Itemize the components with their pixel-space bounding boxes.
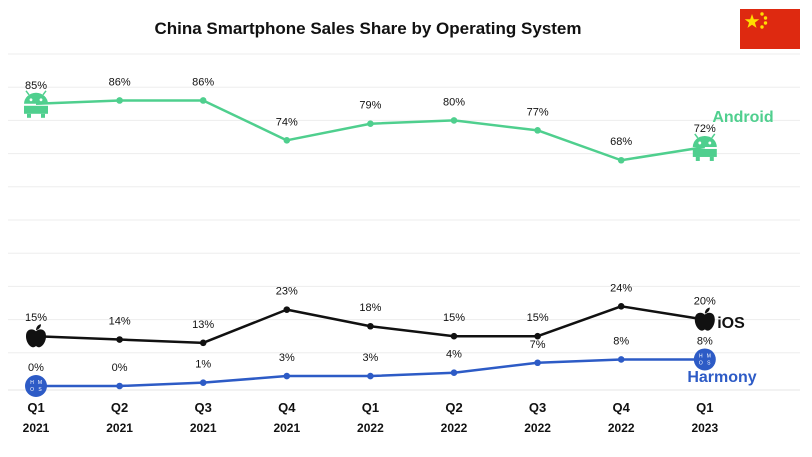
android-legend-label: Android	[712, 109, 773, 126]
apple-icon	[26, 324, 46, 348]
harmony-icon-letter: S	[707, 360, 711, 366]
harmony-data-label: 0%	[112, 362, 128, 374]
ios-legend-label: iOS	[717, 315, 745, 332]
x-tick-quarter: Q4	[613, 400, 631, 415]
android-data-label: 72%	[694, 123, 716, 135]
ios-point	[283, 306, 291, 313]
x-tick-quarter: Q3	[529, 400, 546, 415]
harmony-data-label: 3%	[362, 352, 378, 364]
android-data-label: 79%	[359, 100, 381, 112]
ios-data-label: 14%	[109, 316, 131, 328]
series-layer: 85% 86% 86% 74% 79% 80% 77% 68% 72%Android 15% 14%…	[24, 76, 774, 397]
ios-point	[617, 303, 625, 310]
x-tick-quarter: Q1	[362, 400, 379, 415]
apple-icon	[694, 307, 715, 331]
ios-data-label: 23%	[276, 286, 298, 298]
android-point	[617, 156, 625, 164]
harmony-icon-letter: M	[38, 380, 42, 386]
x-tick-year: 2021	[23, 421, 50, 435]
x-axis: Q1 2021 Q2 2021 Q3 2021 Q4 2021 Q1 2022 Q2 2022 Q3 20…	[23, 400, 719, 435]
ios-data-label: 24%	[610, 282, 632, 294]
android-data-label: 86%	[109, 76, 131, 88]
ios-point	[367, 322, 374, 330]
ios-point	[450, 332, 458, 340]
ios-point	[534, 332, 541, 340]
android-point	[199, 97, 207, 104]
android-data-label: 86%	[192, 76, 214, 88]
ios-point	[116, 336, 123, 343]
harmony-data-label: 0%	[28, 362, 44, 374]
x-tick-year: 2022	[357, 421, 384, 435]
x-tick-year: 2022	[441, 421, 468, 435]
android-data-label: 85%	[25, 80, 47, 92]
android-point	[283, 137, 291, 144]
x-tick-quarter: Q2	[445, 400, 462, 415]
android-icon	[692, 133, 717, 161]
harmony-legend-label: Harmony	[687, 369, 756, 386]
china-flag-icon	[740, 9, 800, 49]
harmony-data-label: 8%	[613, 335, 629, 347]
ios-data-label: 20%	[694, 296, 716, 308]
x-tick-year: 2021	[190, 421, 217, 435]
harmony-icon-letter: H	[699, 353, 703, 359]
harmony-point	[283, 372, 291, 380]
harmony-icon-letter: O	[30, 387, 34, 393]
x-tick-year: 2021	[273, 421, 300, 435]
ios-point	[199, 339, 207, 347]
x-tick-year: 2021	[106, 421, 133, 435]
harmony-point	[534, 359, 541, 367]
android-data-label: 74%	[276, 116, 298, 128]
harmony-data-label: 8%	[697, 335, 713, 347]
harmony-icon-letter: O	[699, 360, 703, 366]
harmony-icon-letter: M	[707, 353, 711, 359]
x-tick-year: 2023	[691, 421, 718, 435]
x-tick-year: 2022	[608, 421, 635, 435]
x-tick-year: 2022	[524, 421, 551, 435]
harmony-os-icon: H MO S	[693, 348, 716, 371]
android-data-label: 80%	[443, 96, 465, 108]
ios-data-label: 15%	[443, 312, 465, 324]
android-point	[534, 127, 541, 134]
harmony-data-label: 7%	[530, 339, 546, 351]
android-point	[450, 117, 458, 124]
series-ios: 15% 14% 13% 23% 18% 15% 15% 24% 20%iOS	[25, 282, 745, 348]
gridlines	[8, 53, 800, 391]
harmony-point	[450, 369, 458, 377]
android-data-label: 77%	[527, 106, 549, 118]
x-tick-quarter: Q1	[27, 400, 44, 415]
series-android: 85% 86% 86% 74% 79% 80% 77% 68% 72%Android	[24, 76, 774, 164]
harmony-os-icon: H MO S	[25, 375, 47, 397]
harmony-data-label: 3%	[279, 352, 295, 364]
ios-data-label: 15%	[527, 312, 549, 324]
android-icon	[24, 90, 48, 118]
chart-title: China Smartphone Sales Share by Operatin…	[154, 19, 581, 38]
x-tick-quarter: Q4	[278, 400, 296, 415]
x-tick-quarter: Q2	[111, 400, 128, 415]
ios-data-label: 18%	[359, 302, 381, 314]
harmony-data-label: 1%	[195, 359, 211, 371]
harmony-point	[116, 382, 123, 390]
ios-data-label: 15%	[25, 312, 47, 324]
android-data-label: 68%	[610, 136, 632, 148]
harmony-icon-letter: S	[38, 387, 42, 393]
ios-data-label: 13%	[192, 319, 214, 331]
harmony-data-label: 4%	[446, 349, 462, 361]
harmony-point	[367, 372, 374, 380]
harmony-point	[199, 379, 207, 386]
x-tick-quarter: Q1	[696, 400, 713, 415]
harmony-icon-letter: H	[30, 380, 34, 386]
harmony-point	[617, 356, 625, 363]
x-tick-quarter: Q3	[195, 400, 212, 415]
android-point	[116, 97, 123, 104]
android-point	[367, 120, 374, 128]
